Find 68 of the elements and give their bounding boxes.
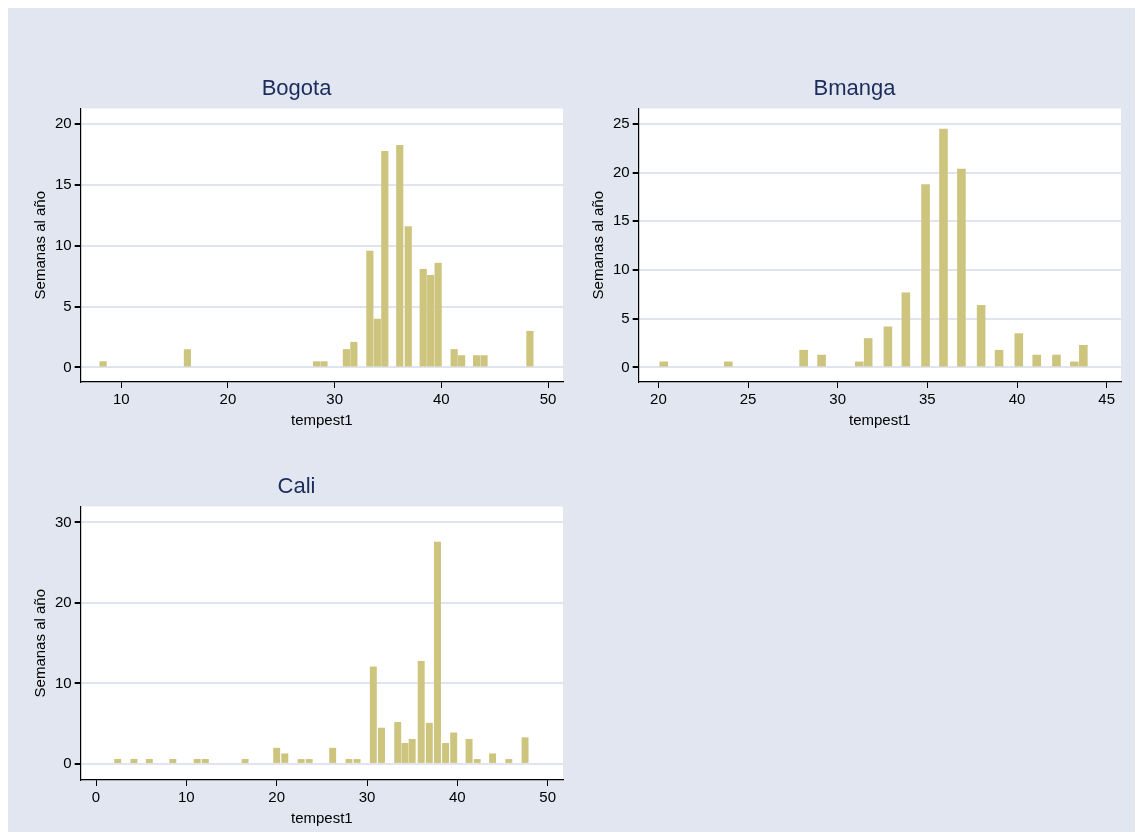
x-tick-label: 0 [91, 788, 101, 806]
y-tick-label: 10 [55, 235, 72, 253]
x-tick-label: 20 [219, 390, 237, 408]
y-tick-label: 5 [63, 296, 72, 314]
x-tick-label: 35 [919, 390, 936, 408]
x-tick-label: 50 [539, 390, 557, 408]
x-tick-label: 40 [1008, 390, 1026, 408]
bar [883, 326, 893, 367]
bar [799, 349, 808, 367]
bar [901, 292, 911, 367]
bar [404, 226, 412, 367]
bar [1052, 354, 1061, 367]
bar [994, 349, 1004, 367]
x-tick-label: 20 [650, 390, 667, 408]
bar [241, 759, 249, 763]
y-axis-title: Semanas al año [31, 589, 49, 698]
bar [526, 330, 534, 367]
bar [353, 759, 361, 763]
bar [921, 184, 930, 367]
y-tick-label: 15 [613, 211, 630, 229]
y-tick-label: 20 [55, 593, 72, 611]
y-tick-label: 20 [55, 114, 72, 132]
x-axis-title: tempest1 [848, 411, 911, 429]
x-tick-label: 30 [358, 788, 376, 806]
x-tick-label: 40 [448, 788, 466, 806]
chart-title: Bmanga [813, 75, 897, 101]
y-tick-label: 10 [613, 260, 630, 278]
y-tick-label: 10 [55, 673, 72, 691]
y-tick-label: 5 [621, 308, 630, 326]
bar [521, 737, 529, 763]
y-tick-label: 25 [613, 114, 630, 132]
y-axis-title: Semanas al año [589, 191, 607, 300]
chart-title: Cali [277, 473, 316, 499]
chart-title: Bogota [261, 75, 333, 101]
bar [396, 144, 404, 367]
x-tick-label: 10 [112, 390, 130, 408]
bar [817, 354, 826, 367]
bar [345, 759, 353, 763]
x-tick-label: 30 [326, 390, 343, 408]
x-tick-label: 10 [178, 788, 195, 806]
bar [99, 361, 107, 367]
bar [957, 168, 966, 367]
y-tick-label: 15 [55, 175, 72, 193]
bar [1032, 354, 1042, 367]
y-tick-label: 20 [613, 162, 630, 180]
x-tick-label: 45 [1098, 390, 1115, 408]
bar [145, 759, 153, 763]
x-tick-label: 30 [829, 390, 847, 408]
bar [114, 759, 122, 763]
x-tick-label: 40 [433, 390, 450, 408]
x-axis-title: tempest1 [290, 809, 353, 827]
y-tick-label: 0 [63, 754, 72, 772]
y-tick-label: 30 [55, 512, 72, 530]
bar [489, 753, 497, 763]
x-axis-title: tempest1 [290, 411, 353, 429]
bar [183, 349, 191, 367]
bar [939, 128, 948, 367]
y-axis-title: Semanas al año [31, 191, 49, 300]
bar [976, 305, 986, 367]
x-tick-label: 20 [268, 788, 286, 806]
y-tick-label: 0 [621, 357, 630, 375]
x-tick-label: 50 [539, 788, 556, 806]
y-tick-label: 0 [63, 357, 72, 375]
x-tick-label: 25 [739, 390, 757, 408]
bar [169, 759, 177, 763]
bar [1014, 333, 1024, 367]
bar [505, 759, 513, 763]
bar [329, 747, 337, 763]
